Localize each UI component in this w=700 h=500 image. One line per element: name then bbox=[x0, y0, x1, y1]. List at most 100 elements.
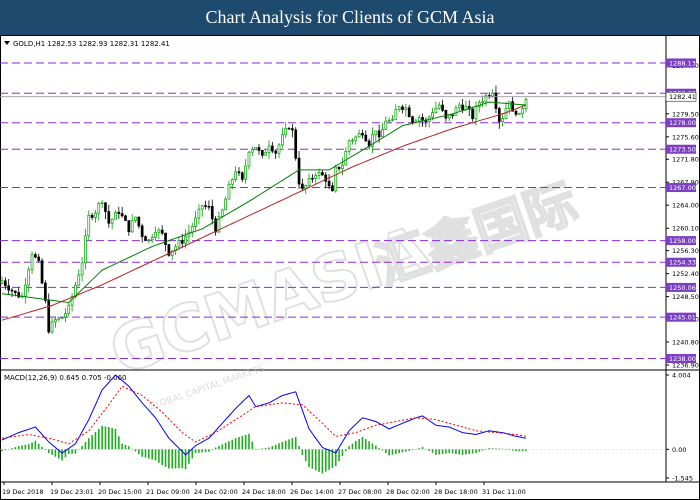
current-price-label: 1282.41 bbox=[669, 93, 696, 101]
price-tick-label: 1248.50 bbox=[672, 293, 699, 301]
macd-hist-bar bbox=[27, 444, 30, 450]
macd-hist-bar bbox=[284, 440, 287, 450]
macd-hist-bar bbox=[371, 443, 374, 450]
macd-hist-bar bbox=[291, 438, 294, 450]
candle-body bbox=[434, 107, 438, 113]
macd-hist-bar bbox=[171, 449, 174, 469]
candle-body bbox=[277, 144, 281, 154]
candle-body bbox=[24, 284, 27, 297]
macd-hist-bar bbox=[425, 448, 427, 450]
macd-hist-bar bbox=[54, 449, 57, 457]
macd-hist-bar bbox=[148, 449, 150, 459]
macd-hist-bar bbox=[465, 449, 467, 455]
candle-body bbox=[517, 112, 521, 115]
macd-hist-bar bbox=[364, 439, 367, 450]
candle-body bbox=[351, 139, 354, 142]
macd-hist-bar bbox=[515, 449, 517, 452]
macd-hist-bar bbox=[358, 438, 360, 450]
candle-body bbox=[331, 185, 334, 192]
candle-body bbox=[144, 236, 147, 241]
candle-body bbox=[224, 198, 227, 211]
candle-body bbox=[60, 317, 64, 319]
time-tick-label: 21 Dec 09:00 bbox=[146, 488, 190, 496]
macd-hist-bar bbox=[375, 445, 377, 450]
price-chart: GOLD,H1 1282.53 1282.93 1282.31 1282.41 … bbox=[0, 35, 700, 500]
candle-body bbox=[281, 134, 284, 146]
macd-hist-bar bbox=[238, 437, 240, 450]
macd-hist-bar bbox=[314, 449, 317, 471]
candle-body bbox=[394, 109, 398, 120]
macd-hist-bar bbox=[511, 449, 514, 451]
candle-body bbox=[27, 269, 31, 286]
macd-hist-bar bbox=[101, 425, 103, 450]
macd-hist-bar bbox=[261, 448, 264, 450]
candle-body bbox=[150, 237, 154, 241]
candle-body bbox=[40, 260, 44, 284]
macd-hist-bar bbox=[204, 449, 207, 453]
candle-body bbox=[357, 132, 361, 138]
candle-body bbox=[127, 220, 131, 233]
candle-body bbox=[371, 134, 374, 147]
candle-body bbox=[90, 214, 94, 218]
price-tick-label: 1260.10 bbox=[672, 225, 699, 233]
macd-hist-bar bbox=[411, 449, 414, 451]
level-label-box bbox=[666, 236, 696, 246]
candle-body bbox=[190, 226, 194, 233]
macd-hist-bar bbox=[1, 449, 3, 452]
macd-hist-bar bbox=[4, 449, 7, 451]
macd-hist-bar bbox=[114, 428, 117, 450]
candle-body bbox=[274, 150, 278, 154]
candle-body bbox=[154, 231, 157, 238]
macd-hist-bar bbox=[518, 449, 521, 452]
macd-hist-bar bbox=[421, 446, 424, 450]
price-tick-label: 1252.40 bbox=[672, 270, 699, 278]
macd-hist-bar bbox=[67, 449, 70, 454]
candle-body bbox=[471, 108, 474, 120]
candle-body bbox=[237, 171, 241, 174]
candle-body bbox=[507, 101, 511, 110]
time-tick-label: 27 Dec 08:00 bbox=[338, 488, 382, 496]
candle-body bbox=[481, 101, 484, 104]
macd-hist-bar bbox=[41, 446, 43, 450]
level-label: 1258.00 bbox=[669, 237, 696, 245]
candle-body bbox=[501, 118, 504, 122]
candle-body bbox=[397, 106, 401, 110]
macd-hist-bar bbox=[501, 448, 504, 450]
macd-hist-bar bbox=[11, 448, 13, 450]
candle-body bbox=[487, 95, 491, 97]
macd-hist-bar bbox=[97, 428, 100, 450]
candle-body bbox=[374, 130, 378, 136]
macd-hist-bar bbox=[288, 439, 290, 450]
macd-hist-bar bbox=[458, 449, 461, 455]
macd-hist-bar bbox=[521, 449, 524, 452]
macd-hist-bar bbox=[34, 440, 37, 450]
time-tick-label: 28 Dec 18:00 bbox=[434, 488, 478, 496]
candle-body bbox=[197, 208, 201, 219]
level-label-box bbox=[666, 282, 696, 292]
macd-hist-bar bbox=[134, 449, 137, 452]
macd-hist-bar bbox=[461, 449, 464, 455]
macd-hist-bar bbox=[174, 449, 177, 469]
macd-hist-bar bbox=[251, 441, 254, 450]
macd-hist-bar bbox=[498, 448, 501, 450]
candle-body bbox=[124, 215, 127, 221]
candle-body bbox=[30, 254, 34, 271]
candle-body bbox=[17, 292, 21, 298]
macd-hist-bar bbox=[441, 449, 444, 454]
candle-body bbox=[457, 104, 461, 109]
candle-body bbox=[117, 211, 121, 214]
candle-body bbox=[194, 217, 197, 227]
macd-hist-bar bbox=[181, 449, 184, 469]
candle-body bbox=[180, 240, 184, 244]
level-label: 1278.00 bbox=[669, 119, 696, 127]
macd-hist-bar bbox=[338, 449, 340, 462]
ma-fast-line bbox=[1, 101, 527, 304]
level-label-box bbox=[666, 257, 696, 267]
candle-body bbox=[317, 172, 321, 176]
macd-hist-bar bbox=[231, 439, 234, 450]
macd-hist-bar bbox=[241, 436, 244, 450]
macd-hist-bar bbox=[71, 449, 73, 454]
macd-hist-bar bbox=[248, 433, 250, 450]
candle-body bbox=[130, 220, 134, 233]
price-tick-label: 1240.80 bbox=[672, 339, 699, 347]
